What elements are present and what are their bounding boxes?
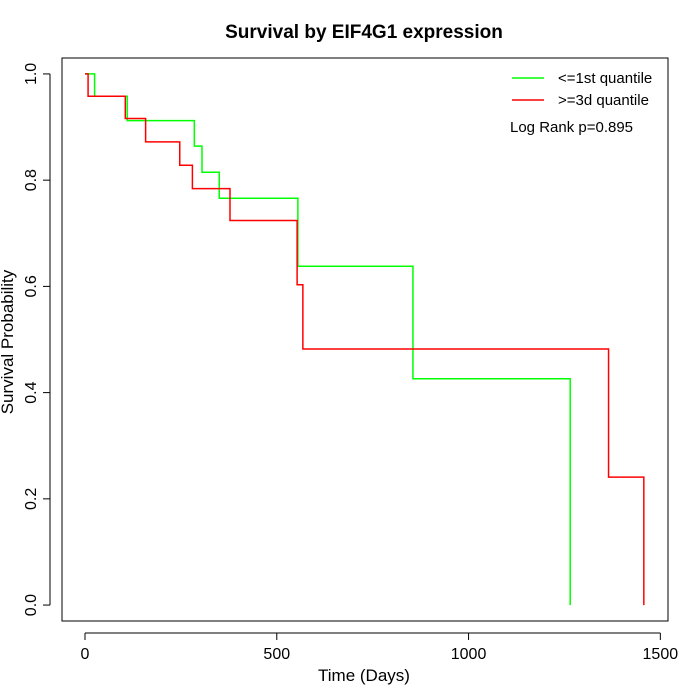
x-axis: 0 500 1000 1500 (81, 632, 679, 663)
y-tick-label: 0.0 (23, 594, 40, 616)
legend-label-low: <=1st quantile (558, 70, 652, 87)
x-tick-label: 500 (263, 646, 290, 663)
x-tick-label: 0 (81, 646, 90, 663)
x-axis-label: Time (Days) (318, 666, 410, 685)
chart-title: Survival by EIF4G1 expression (225, 22, 503, 43)
y-tick-label: 1.0 (23, 63, 40, 85)
plot-frame (61, 57, 669, 622)
x-tick-label: 1500 (643, 646, 679, 663)
y-tick-label: 0.6 (23, 275, 40, 297)
y-tick-label: 0.2 (23, 488, 40, 510)
survival-curve-low (85, 73, 571, 606)
y-axis-label: Survival Probability (0, 269, 17, 414)
series-layer (85, 73, 645, 606)
y-axis: 0.0 0.2 0.4 0.6 0.8 1.0 (23, 63, 51, 616)
legend-label-high: >=3d quantile (558, 92, 649, 109)
log-rank-annotation: Log Rank p=0.895 (510, 119, 633, 136)
x-tick-label: 1000 (451, 646, 487, 663)
y-tick-label: 0.4 (23, 381, 40, 403)
survival-curve-high (85, 73, 645, 606)
legend: <=1st quantile >=3d quantile (512, 70, 652, 109)
y-tick-label: 0.8 (23, 169, 40, 191)
